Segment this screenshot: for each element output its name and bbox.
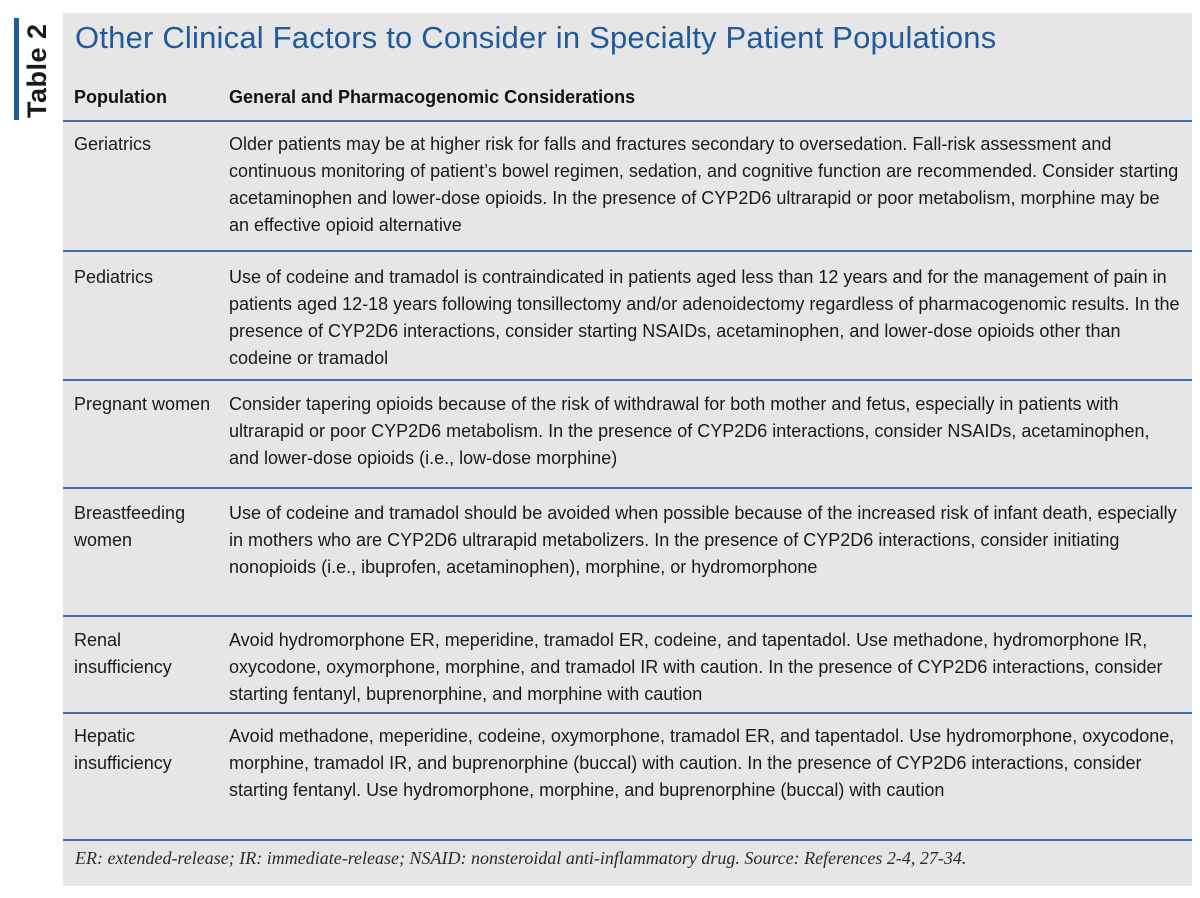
considerations-cell: Use of codeine and tramadol should be av… <box>229 503 1177 577</box>
table-label-bar <box>14 18 19 120</box>
considerations-cell: Avoid hydromorphone ER, meperidine, tram… <box>229 630 1163 704</box>
bottom-rule <box>63 839 1192 841</box>
row-divider <box>63 712 1192 714</box>
row-divider <box>63 615 1192 617</box>
population-cell: Renal insufficiency <box>74 630 172 677</box>
table-footnote: ER: extended-release; IR: immediate-rele… <box>75 848 967 868</box>
header-rule <box>63 120 1192 122</box>
considerations-cell: Avoid methadone, meperidine, codeine, ox… <box>229 726 1175 800</box>
considerations-cell: Use of codeine and tramadol is contraind… <box>229 267 1180 368</box>
population-cell: Pregnant women <box>74 394 211 414</box>
considerations-cell: Consider tapering opioids because of the… <box>229 394 1150 468</box>
population-cell: Geriatrics <box>74 134 152 154</box>
population-cell: Hepatic insufficiency <box>74 726 172 773</box>
population-cell: Pediatrics <box>74 267 154 287</box>
population-cell: Breastfeeding women <box>74 503 186 550</box>
column-header-considerations: General and Pharmacogenomic Consideratio… <box>229 87 636 107</box>
row-divider <box>63 379 1192 381</box>
table-panel <box>63 13 1192 886</box>
column-header-population: Population <box>74 87 167 107</box>
table-title: Other Clinical Factors to Consider in Sp… <box>75 20 997 55</box>
row-divider <box>63 487 1192 489</box>
considerations-cell: Older patients may be at higher risk for… <box>229 134 1179 235</box>
table-label: Table 2 <box>22 23 52 118</box>
row-divider <box>63 250 1192 252</box>
